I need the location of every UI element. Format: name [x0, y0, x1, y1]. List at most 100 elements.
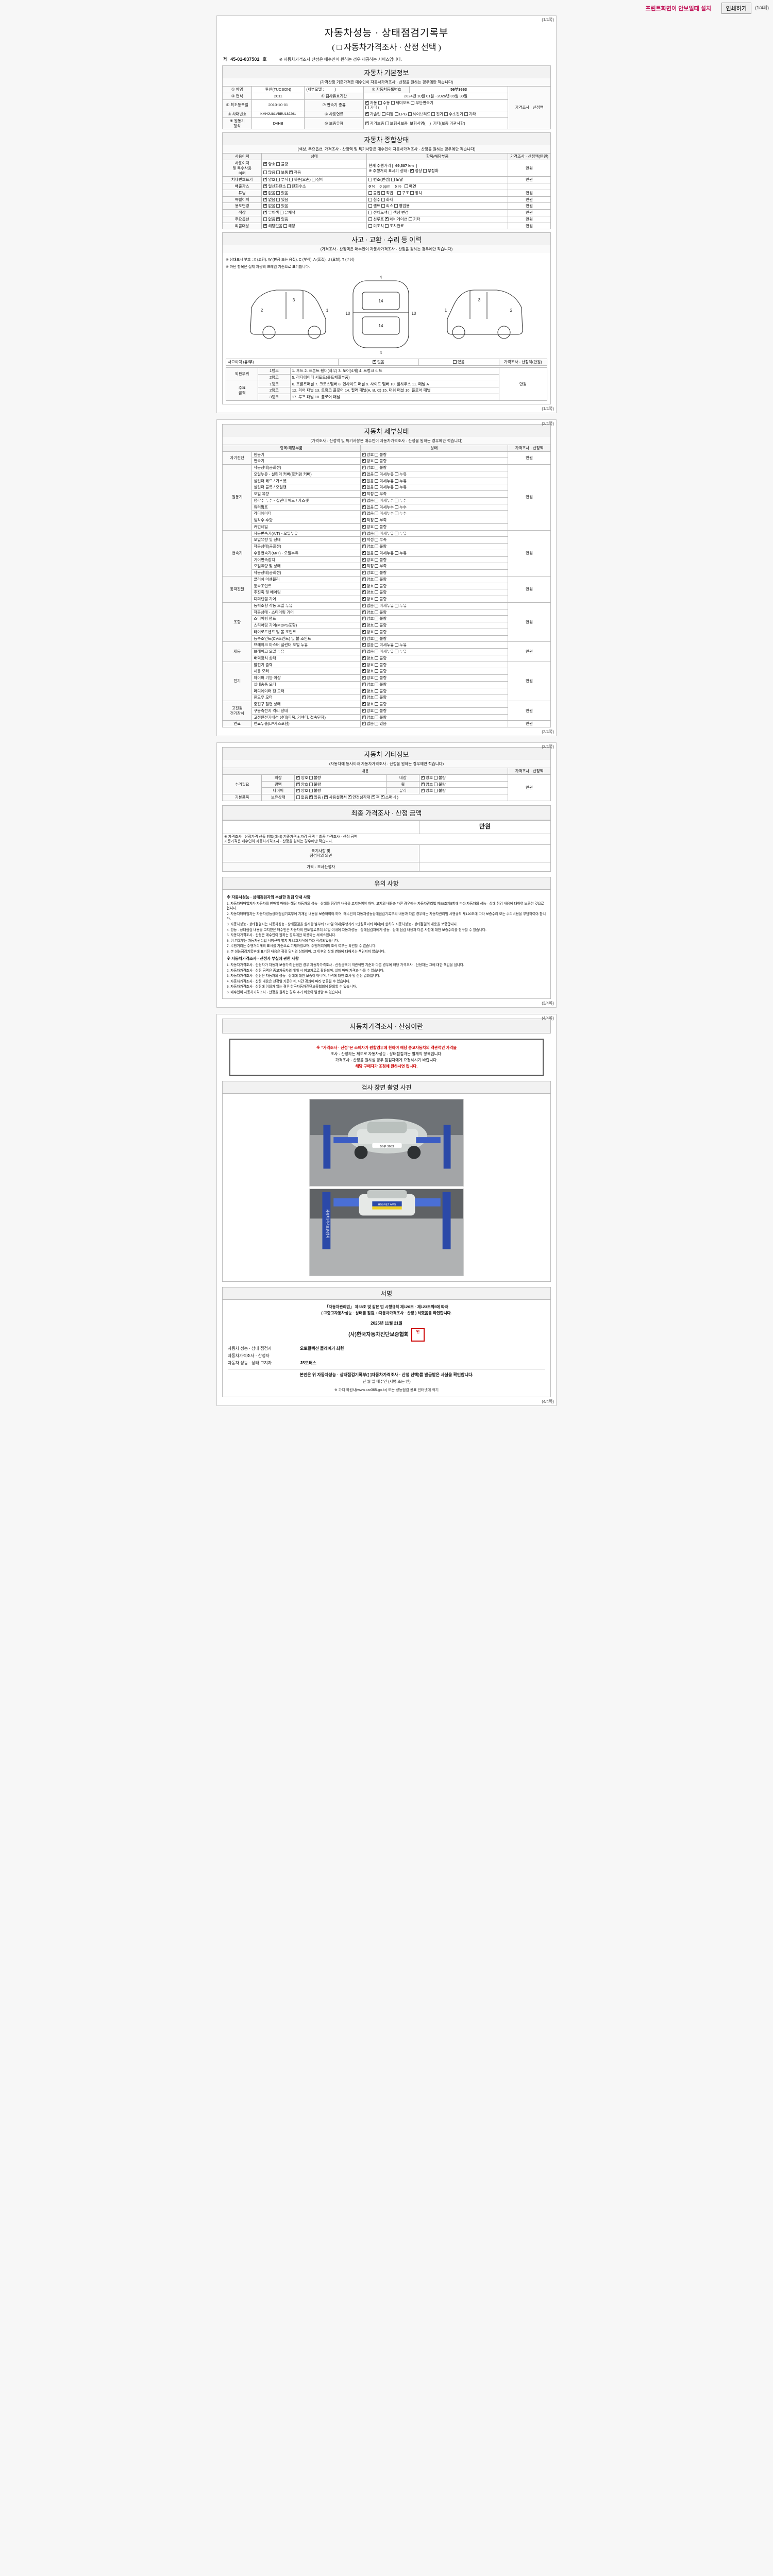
checkbox-미세누유[interactable] [375, 551, 379, 555]
checkbox-양호[interactable] [362, 682, 366, 686]
checkbox-양호[interactable] [362, 583, 366, 588]
checkbox-fuel-lpg[interactable] [394, 112, 398, 116]
checkbox-use-yes[interactable] [276, 204, 280, 208]
checkbox-미세누유[interactable] [375, 531, 379, 535]
checkbox-없음[interactable] [362, 531, 366, 535]
checkbox-불량[interactable] [375, 630, 379, 634]
checkbox-fuel-hybrid[interactable] [408, 112, 412, 116]
checkbox-tuning-illegal[interactable] [368, 191, 373, 195]
checkbox-color-achromatic[interactable] [263, 210, 267, 214]
checkbox-양호[interactable] [362, 708, 366, 713]
checkbox-양호[interactable] [362, 675, 366, 680]
checkbox-없음[interactable] [362, 484, 366, 489]
checkbox-int-bad[interactable] [434, 775, 438, 779]
checkbox-ext-bad[interactable] [309, 775, 313, 779]
checkbox-item-spanner[interactable] [380, 794, 384, 799]
checkbox-fuel-other[interactable] [464, 112, 468, 116]
checkbox-양호[interactable] [362, 715, 366, 719]
checkbox-미세누유[interactable] [375, 650, 379, 653]
checkbox-usage-bad[interactable] [276, 162, 280, 166]
checkbox-미세누유[interactable] [375, 479, 379, 483]
checkbox-양호[interactable] [362, 688, 366, 693]
price-signer-value[interactable] [419, 861, 551, 872]
checkbox-fuel-hydrogen[interactable] [444, 112, 448, 116]
checkbox-불량[interactable] [375, 715, 379, 719]
checkbox-부족[interactable] [375, 564, 379, 568]
checkbox-없음[interactable] [362, 498, 366, 502]
checkbox-warranty-insurer[interactable] [385, 121, 389, 125]
checkbox-vin-diff[interactable] [311, 178, 315, 182]
checkbox-emi-co[interactable] [263, 183, 267, 188]
checkbox-mile-normal[interactable] [276, 170, 280, 174]
checkbox-glass-good[interactable] [421, 788, 425, 792]
checkbox-pol-bad[interactable] [309, 782, 313, 786]
checkbox-color-chromatic[interactable] [280, 211, 284, 214]
checkbox-불량[interactable] [375, 669, 379, 673]
checkbox-tuning-device[interactable] [410, 191, 414, 195]
checkbox-recall-pending[interactable] [368, 224, 373, 228]
checkbox-적정[interactable] [362, 563, 366, 568]
checkbox-불량[interactable] [375, 610, 379, 614]
checkbox-양호[interactable] [362, 655, 366, 660]
checkbox-양호[interactable] [362, 596, 366, 601]
checkbox-불량[interactable] [375, 696, 379, 700]
checkbox-적정[interactable] [362, 537, 366, 541]
checkbox-recall-done[interactable] [385, 224, 389, 228]
checkbox-불량[interactable] [375, 577, 379, 581]
print-button[interactable]: 인쇄하기 [721, 3, 751, 14]
checkbox-warranty-self[interactable] [365, 121, 369, 125]
checkbox-양호[interactable] [362, 544, 366, 548]
checkbox-trans-auto[interactable] [365, 100, 369, 105]
checkbox-누유[interactable] [395, 485, 399, 489]
checkbox-item-triangle[interactable] [348, 794, 352, 799]
checkbox-없음[interactable] [362, 642, 366, 647]
checkbox-opt-sunroof[interactable] [368, 217, 373, 221]
checkbox-부족[interactable] [375, 518, 379, 522]
checkbox-미세누유[interactable] [375, 485, 379, 489]
checkbox-양호[interactable] [362, 570, 366, 574]
checkbox-item-manual[interactable] [324, 794, 328, 799]
checkbox-fuel-gasoline[interactable] [365, 111, 369, 116]
checkbox-accident-none[interactable] [373, 359, 377, 364]
checkbox-없음[interactable] [362, 649, 366, 653]
checkbox-불량[interactable] [375, 466, 379, 469]
checkbox-use-lease[interactable] [381, 204, 385, 208]
checkbox-accident-yes[interactable] [452, 360, 457, 364]
checkbox-special-flood[interactable] [368, 197, 373, 201]
checkbox-양호[interactable] [362, 636, 366, 640]
checkbox-opt-none[interactable] [263, 217, 267, 221]
checkbox-없음[interactable] [362, 471, 366, 476]
checkbox-vin-altered[interactable] [368, 178, 373, 182]
checkbox-불량[interactable] [375, 557, 379, 562]
checkbox-누유[interactable] [395, 531, 399, 535]
checkbox-use-rent[interactable] [368, 204, 373, 208]
checkbox-불량[interactable] [375, 623, 379, 627]
checkbox-없음[interactable] [362, 478, 366, 483]
checkbox-ext-good[interactable] [296, 775, 300, 779]
checkbox-mile-few[interactable] [289, 170, 293, 174]
checkbox-없음[interactable] [362, 721, 366, 725]
checkbox-양호[interactable] [362, 701, 366, 706]
checkbox-적정[interactable] [362, 491, 366, 496]
checkbox-tuning-structure[interactable] [397, 191, 401, 195]
checkbox-tire-bad[interactable] [309, 789, 313, 793]
checkbox-trans-manual[interactable] [378, 100, 382, 105]
checkbox-mile-many[interactable] [263, 170, 267, 174]
checkbox-glass-bad[interactable] [434, 789, 438, 793]
checkbox-불량[interactable] [375, 459, 379, 463]
checkbox-미세누수[interactable] [375, 505, 379, 509]
checkbox-누수[interactable] [395, 512, 399, 516]
checkbox-wheel-good[interactable] [421, 782, 425, 786]
checkbox-불량[interactable] [375, 636, 379, 640]
checkbox-누유[interactable] [395, 650, 399, 653]
checkbox-양호[interactable] [362, 524, 366, 529]
checkbox-불량[interactable] [375, 545, 379, 548]
checkbox-불량[interactable] [375, 676, 379, 680]
checkbox-양호[interactable] [362, 629, 366, 634]
checkbox-양호[interactable] [362, 616, 366, 620]
checkbox-opt-other[interactable] [408, 217, 412, 221]
checkbox-양호[interactable] [362, 589, 366, 594]
car-diagram[interactable]: 3 2 1 4 14 14 4 10 10 3 2 1 [242, 272, 531, 357]
checkbox-미세누유[interactable] [375, 643, 379, 647]
checkbox-누수[interactable] [395, 498, 399, 502]
